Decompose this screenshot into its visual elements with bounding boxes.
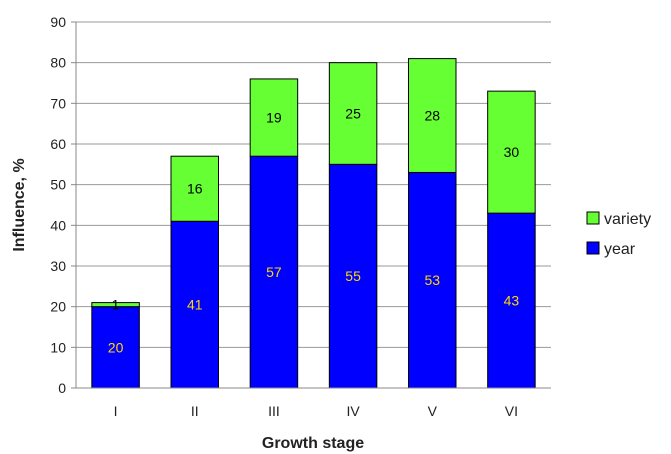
y-tick-label: 30	[50, 258, 66, 274]
legend-label-year: year	[604, 241, 636, 258]
y-tick-label: 40	[50, 217, 66, 233]
bar-value-label: 1	[112, 297, 120, 313]
bar-value-label: 43	[504, 293, 520, 309]
x-axis-title: Growth stage	[262, 435, 364, 452]
y-tick-label: 70	[50, 95, 66, 111]
bar-value-label: 20	[108, 339, 124, 355]
bar-value-label: 28	[424, 108, 440, 124]
bar-value-label: 19	[266, 110, 282, 126]
bar-value-label: 25	[345, 106, 361, 122]
bar-value-label: 53	[424, 272, 440, 288]
y-tick-label: 20	[50, 299, 66, 315]
y-axis-title: Influence, %	[11, 158, 28, 251]
bars: 20 1 41 16 57 19 55 25 53 28 43 30	[92, 59, 535, 388]
legend-swatch-year	[587, 242, 599, 254]
x-tick-label: I	[114, 403, 118, 419]
x-tick-label: III	[268, 403, 280, 419]
y-tick-label: 90	[50, 14, 66, 30]
x-tick-label: II	[191, 403, 199, 419]
y-tick-label: 50	[50, 177, 66, 193]
x-tick-label: VI	[505, 403, 518, 419]
x-tick-label: V	[428, 403, 438, 419]
y-tick-label: 10	[50, 339, 66, 355]
y-tick-label: 0	[58, 380, 66, 396]
bar-value-label: 30	[504, 144, 520, 160]
y-axis-ticks: 0 10 20 30 40 50 60 70 80 90	[50, 14, 76, 396]
bar-value-label: 41	[187, 297, 203, 313]
legend-swatch-variety	[587, 212, 599, 224]
gridlines	[76, 22, 551, 347]
bar-value-label: 16	[187, 181, 203, 197]
legend-label-variety: variety	[604, 211, 651, 228]
bar-value-label: 57	[266, 264, 282, 280]
x-axis-ticks: I II III IV V VI	[114, 403, 518, 419]
bar-value-label: 55	[345, 268, 361, 284]
legend: variety year	[587, 211, 651, 258]
y-tick-label: 80	[50, 55, 66, 71]
x-tick-label: IV	[346, 403, 360, 419]
y-tick-label: 60	[50, 136, 66, 152]
